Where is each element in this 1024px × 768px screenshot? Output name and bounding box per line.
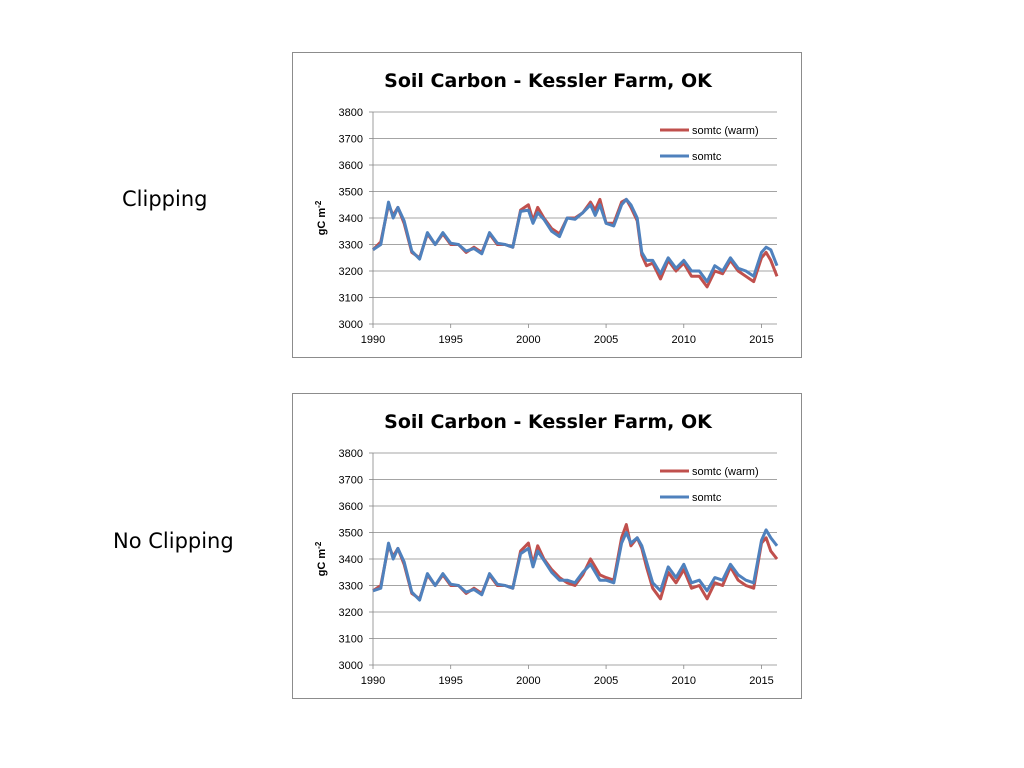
chart2-side-label: No Clipping bbox=[113, 529, 234, 553]
x-tick-label: 1995 bbox=[438, 334, 462, 346]
legend-label-somtc: somtc bbox=[692, 151, 722, 163]
y-tick-label: 3400 bbox=[339, 554, 363, 566]
x-tick-label: 1990 bbox=[361, 675, 385, 687]
y-tick-label: 3200 bbox=[339, 607, 363, 619]
chart-panel-clipping: Soil Carbon - Kessler Farm, OK 3000 3100 32… bbox=[292, 52, 802, 358]
y-tick-label: 3300 bbox=[339, 581, 363, 593]
y-tick-label: 3400 bbox=[339, 213, 363, 225]
series-line-warm bbox=[372, 523, 779, 601]
y-tick-label: 3700 bbox=[339, 134, 363, 146]
x-tick-label: 2005 bbox=[594, 675, 618, 687]
chart-panel-no-clipping: Soil Carbon - Kessler Farm, OK 3000 3100 32… bbox=[292, 393, 802, 699]
chart-title: Soil Carbon - Kessler Farm, OK bbox=[384, 70, 713, 92]
x-tick-label: 2010 bbox=[672, 334, 696, 346]
x-tick-label: 1995 bbox=[438, 675, 462, 687]
chart-svg-no-clipping: Soil Carbon - Kessler Farm, OK 3000 3100 32… bbox=[314, 411, 779, 687]
legend-label-warm: somtc (warm) bbox=[692, 466, 759, 478]
y-tick-label: 3200 bbox=[339, 266, 363, 278]
y-tick-label: 3000 bbox=[339, 319, 363, 331]
y-axis-label: gC m-2 bbox=[314, 541, 329, 576]
x-tick-label: 1990 bbox=[361, 334, 385, 346]
y-tick-label: 3100 bbox=[339, 293, 363, 305]
y-tick-label: 3600 bbox=[339, 160, 363, 172]
legend-label-somtc: somtc bbox=[692, 492, 722, 504]
y-tick-label: 3100 bbox=[339, 634, 363, 646]
x-tick-label: 2015 bbox=[749, 675, 773, 687]
y-tick-label: 3000 bbox=[339, 660, 363, 672]
chart-svg-clipping: Soil Carbon - Kessler Farm, OK 3000 3100 32… bbox=[314, 70, 779, 346]
legend-label-warm: somtc (warm) bbox=[692, 125, 759, 137]
y-tick-label: 3600 bbox=[339, 501, 363, 513]
x-tick-label: 2010 bbox=[672, 675, 696, 687]
y-tick-label: 3800 bbox=[339, 107, 363, 119]
series-line-somtc bbox=[372, 197, 779, 284]
x-tick-label: 2015 bbox=[749, 334, 773, 346]
x-tick-label: 2000 bbox=[516, 675, 540, 687]
x-tick-label: 2000 bbox=[516, 334, 540, 346]
y-tick-label: 3300 bbox=[339, 240, 363, 252]
y-axis-label: gC m-2 bbox=[314, 200, 329, 235]
x-tick-label: 2005 bbox=[594, 334, 618, 346]
y-tick-label: 3500 bbox=[339, 528, 363, 540]
series-line-somtc bbox=[372, 528, 779, 602]
y-tick-label: 3700 bbox=[339, 475, 363, 487]
y-tick-label: 3500 bbox=[339, 187, 363, 199]
chart1-side-label: Clipping bbox=[122, 187, 208, 211]
y-tick-label: 3800 bbox=[339, 448, 363, 460]
chart-title: Soil Carbon - Kessler Farm, OK bbox=[384, 411, 713, 433]
